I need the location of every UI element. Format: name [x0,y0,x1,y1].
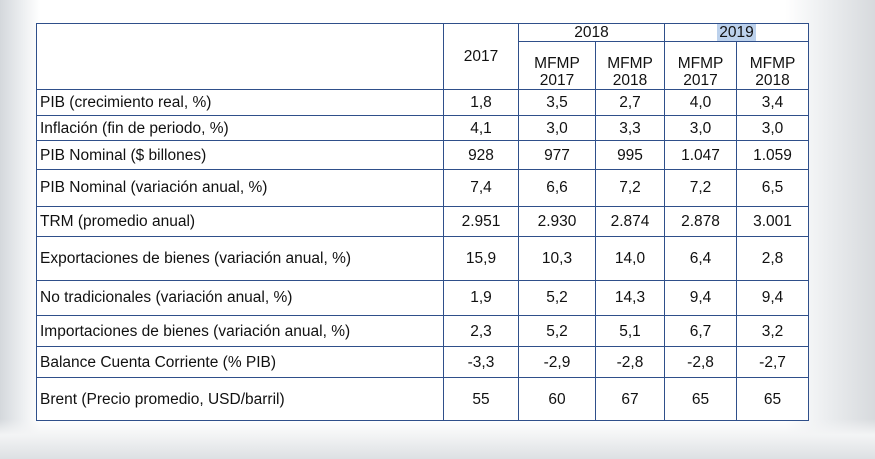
row-label: TRM (promedio anual) [36,205,444,238]
column-header-mfmp-2017-b: MFMP 2017 [664,41,738,91]
table-cell: 6,5 [736,168,810,207]
column-header-line1: MFMP [534,55,580,73]
group-header-label-selected: 2019 [717,24,756,42]
table-row: Importaciones de bienes (variación anual… [36,314,810,348]
table-cell: 7,4 [443,168,519,207]
table-cell: 67 [594,377,666,421]
table-cell: 6,4 [664,236,738,282]
table-row: No tradicionales (variación anual, %) 1,… [36,280,810,316]
table-cell: 2,7 [594,89,666,116]
column-header-mfmp-2018-b: MFMP 2018 [736,41,810,91]
column-header-mfmp-2018-a: MFMP 2018 [594,41,666,91]
table-cell: 6,6 [518,168,596,207]
macroeconomic-projections-table: 2017 2018 2019 MFMP 2017 MFMP 2018 MFMP … [36,22,810,421]
header-corner-cell [36,22,444,91]
table-cell: 3,0 [518,114,596,142]
table-cell: 3,5 [518,89,596,116]
table-cell: -2,9 [518,346,596,379]
table-cell: 1,8 [443,89,519,116]
table-cell: 5,1 [594,314,666,348]
column-header-line1: MFMP [607,55,653,73]
table-cell: 55 [443,377,519,421]
row-label: No tradicionales (variación anual, %) [36,280,444,316]
column-header-line2: 2017 [539,72,575,90]
background-left-texture [0,0,40,459]
column-header-label: 2017 [463,48,499,66]
table-cell: 3,0 [736,114,810,142]
column-header-line2: 2018 [612,72,648,90]
row-label: PIB Nominal ($ billones) [36,140,444,170]
table-cell: -3,3 [443,346,519,379]
row-label: Importaciones de bienes (variación anual… [36,314,444,348]
table-cell: 60 [518,377,596,421]
group-header-2019: 2019 [664,22,810,43]
table-cell: 928 [443,140,519,170]
row-label: Brent (Precio promedio, USD/barril) [36,377,444,421]
table-cell: 5,2 [518,280,596,316]
table-cell: 7,2 [664,168,738,207]
row-label: PIB (crecimiento real, %) [36,89,444,116]
table-cell: 4,1 [443,114,519,142]
table-cell: 14,0 [594,236,666,282]
header-row-years: 2017 2018 2019 [36,22,810,91]
table-cell: -2,8 [594,346,666,379]
column-header-line2: 2018 [755,72,790,90]
group-header-label: 2018 [574,24,609,42]
table-cell: 2.930 [518,205,596,238]
table-cell: 3,0 [664,114,738,142]
table-cell: 995 [594,140,666,170]
table-row: PIB Nominal ($ billones) 928 977 995 1.0… [36,140,810,170]
table-cell: 3,3 [594,114,666,142]
row-label: Balance Cuenta Corriente (% PIB) [36,346,444,379]
table-cell: 3,2 [736,314,810,348]
table-cell: 1.059 [736,140,810,170]
row-label: Exportaciones de bienes (variación anual… [36,236,444,282]
table-cell: 2.951 [443,205,519,238]
table-row: PIB Nominal (variación anual, %) 7,4 6,6… [36,168,810,207]
table-cell: 9,4 [664,280,738,316]
table-cell: 14,3 [594,280,666,316]
table-row: Balance Cuenta Corriente (% PIB) -3,3 -2… [36,346,810,379]
table-row: PIB (crecimiento real, %) 1,8 3,5 2,7 4,… [36,89,810,116]
table-row: Exportaciones de bienes (variación anual… [36,236,810,282]
table-cell: 9,4 [736,280,810,316]
table-cell: 15,9 [443,236,519,282]
table-cell: 2,3 [443,314,519,348]
table-row: TRM (promedio anual) 2.951 2.930 2.874 2… [36,205,810,238]
table-cell: 10,3 [518,236,596,282]
column-header-mfmp-2017-a: MFMP 2017 [518,41,596,91]
table-cell: 4,0 [664,89,738,116]
table-cell: 2,8 [736,236,810,282]
background-bottom-texture [0,419,875,459]
table-cell: 2.878 [664,205,738,238]
table-cell: 7,2 [594,168,666,207]
table-cell: 65 [736,377,810,421]
table-cell: -2,8 [664,346,738,379]
table-cell: 1,9 [443,280,519,316]
table-cell: 977 [518,140,596,170]
table-cell: 65 [664,377,738,421]
table-cell: 3,4 [736,89,810,116]
table-row: Inflación (fin de periodo, %) 4,1 3,0 3,… [36,114,810,142]
column-header-2017: 2017 [443,22,519,91]
table-cell: 5,2 [518,314,596,348]
header-row-columns: MFMP 2017 MFMP 2018 MFMP 2017 MFMP 2018 [37,41,810,91]
table-cell: -2,7 [736,346,810,379]
column-header-line1: MFMP [677,55,724,73]
table-cell: 1.047 [664,140,738,170]
column-header-line1: MFMP [749,55,796,73]
row-label: Inflación (fin de periodo, %) [36,114,444,142]
row-label: PIB Nominal (variación anual, %) [36,168,444,207]
table-row: Brent (Precio promedio, USD/barril) 55 6… [36,377,810,421]
table-cell: 3.001 [736,205,810,238]
column-header-line2: 2017 [683,72,718,90]
table-cell: 6,7 [664,314,738,348]
group-header-2018: 2018 [517,22,666,43]
table-cell: 2.874 [594,205,666,238]
